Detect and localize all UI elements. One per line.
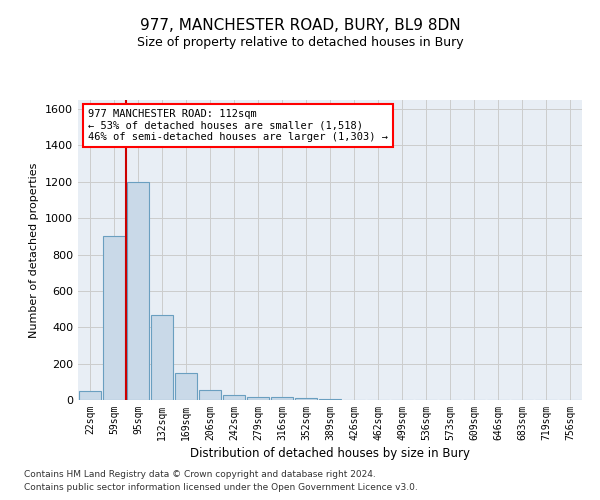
Bar	[127, 182, 149, 400]
Bar	[175, 372, 197, 400]
Bar	[151, 314, 173, 400]
Bar	[223, 394, 245, 400]
Text: Distribution of detached houses by size in Bury: Distribution of detached houses by size …	[190, 448, 470, 460]
Text: Contains HM Land Registry data © Crown copyright and database right 2024.: Contains HM Land Registry data © Crown c…	[24, 470, 376, 479]
Text: Size of property relative to detached houses in Bury: Size of property relative to detached ho…	[137, 36, 463, 49]
Bar	[295, 398, 317, 400]
Bar	[271, 396, 293, 400]
Bar	[319, 399, 341, 400]
Y-axis label: Number of detached properties: Number of detached properties	[29, 162, 40, 338]
Text: 977 MANCHESTER ROAD: 112sqm
← 53% of detached houses are smaller (1,518)
46% of : 977 MANCHESTER ROAD: 112sqm ← 53% of det…	[88, 109, 388, 142]
Bar	[79, 391, 101, 400]
Bar	[199, 390, 221, 400]
Text: Contains public sector information licensed under the Open Government Licence v3: Contains public sector information licen…	[24, 482, 418, 492]
Text: 977, MANCHESTER ROAD, BURY, BL9 8DN: 977, MANCHESTER ROAD, BURY, BL9 8DN	[140, 18, 460, 32]
Bar	[247, 396, 269, 400]
Bar	[103, 236, 125, 400]
